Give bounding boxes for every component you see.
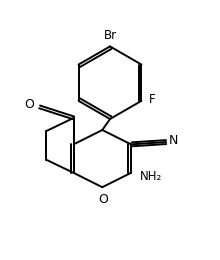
Text: O: O — [24, 98, 34, 111]
Text: N: N — [169, 134, 178, 147]
Text: O: O — [99, 193, 108, 206]
Text: NH₂: NH₂ — [140, 170, 162, 183]
Text: Br: Br — [103, 29, 117, 42]
Text: F: F — [149, 93, 156, 106]
